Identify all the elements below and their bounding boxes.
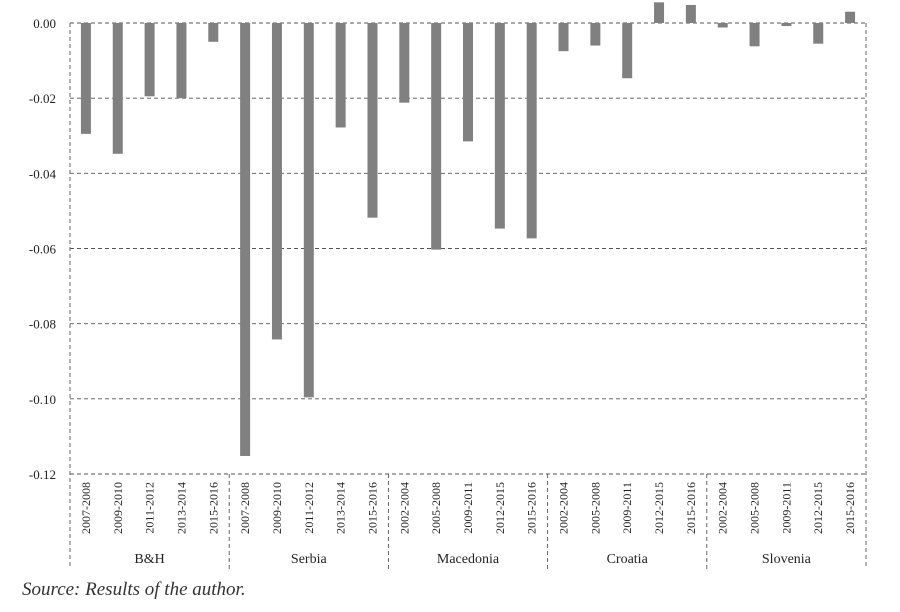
y-tick-label: -0.06 xyxy=(29,242,57,257)
x-tick-label: 2002-2004 xyxy=(397,482,411,534)
bar xyxy=(208,23,219,42)
x-tick-label: 2007-2008 xyxy=(238,482,252,534)
bar xyxy=(431,23,442,250)
x-tick-label: 2005-2008 xyxy=(748,482,762,534)
x-tick-label: 2002-2004 xyxy=(557,482,571,534)
x-tick-label: 2012-2015 xyxy=(652,482,666,534)
bar xyxy=(654,2,665,24)
bar xyxy=(271,23,282,340)
x-tick-label: 2005-2008 xyxy=(588,482,602,534)
x-tick-label: 2009-2010 xyxy=(270,482,284,534)
x-tick-label: 2009-2011 xyxy=(779,482,793,534)
bar xyxy=(303,23,314,398)
x-tick-label: 2009-2011 xyxy=(620,482,634,534)
x-tick-label: 2015-2016 xyxy=(365,482,379,534)
group-label: Croatia xyxy=(607,552,649,567)
bar xyxy=(112,23,123,154)
x-tick-label: 2013-2014 xyxy=(334,482,348,534)
bar xyxy=(717,23,728,28)
bar xyxy=(526,23,537,239)
bar xyxy=(367,23,378,218)
x-tick-label: 2007-2008 xyxy=(79,482,93,534)
x-tick-label: 2011-2012 xyxy=(302,482,316,534)
bar xyxy=(463,23,473,142)
x-tick-label: 2011-2012 xyxy=(143,482,157,534)
x-tick-label: 2013-2014 xyxy=(174,482,188,534)
x-tick-label: 2009-2010 xyxy=(111,482,125,534)
x-tick-label: 2012-2015 xyxy=(811,482,825,534)
x-tick-label: 2012-2015 xyxy=(493,482,507,534)
bar xyxy=(813,23,824,44)
y-tick-label: -0.12 xyxy=(29,467,56,482)
bar xyxy=(80,23,91,134)
x-tick-label: 2005-2008 xyxy=(429,482,443,534)
bar xyxy=(781,23,792,27)
group-label: B&H xyxy=(134,552,164,567)
group-label: Serbia xyxy=(291,552,328,567)
x-tick-label: 2015-2016 xyxy=(206,482,220,534)
bar xyxy=(558,23,569,52)
bar xyxy=(590,23,601,46)
y-tick-label: -0.04 xyxy=(29,166,57,181)
x-tick-label: 2002-2004 xyxy=(716,482,730,534)
bar xyxy=(494,23,505,229)
bar xyxy=(144,23,155,97)
group-label: Macedonia xyxy=(437,552,500,567)
y-tick-label: -0.02 xyxy=(29,91,56,106)
x-tick-label: 2015-2016 xyxy=(525,482,539,534)
bar xyxy=(845,11,856,23)
x-tick-label: 2009-2011 xyxy=(461,482,475,534)
bar xyxy=(749,23,760,47)
x-tick-label: 2015-2016 xyxy=(843,482,857,534)
bar xyxy=(240,23,251,456)
x-tick-label: 2015-2016 xyxy=(684,482,698,534)
bar xyxy=(399,23,410,103)
y-tick-label: 0.00 xyxy=(33,16,56,31)
bar xyxy=(622,23,633,79)
group-label: Slovenia xyxy=(762,552,812,567)
bar xyxy=(685,4,696,24)
y-tick-label: -0.08 xyxy=(29,317,56,332)
source-note: Source: Results of the author. xyxy=(22,579,246,600)
y-tick-label: -0.10 xyxy=(29,392,56,407)
bar xyxy=(335,23,346,128)
bar xyxy=(176,23,187,99)
